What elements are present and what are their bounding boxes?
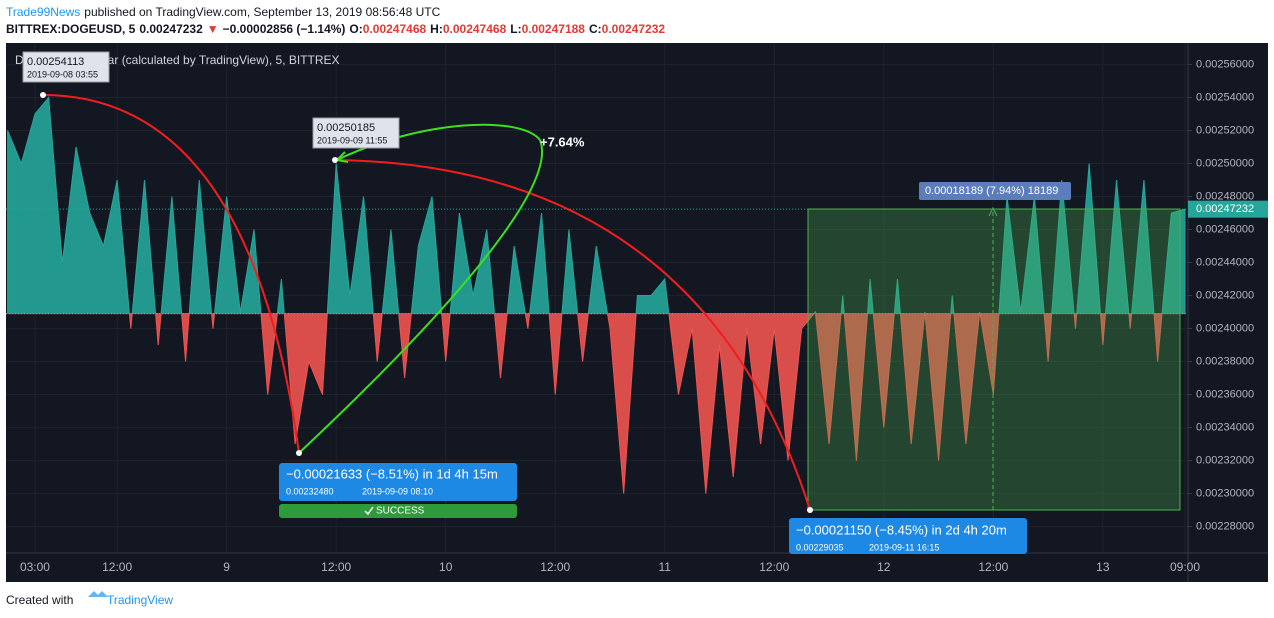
tooltip-time: 2019-09-09 11:55 xyxy=(317,135,387,145)
y-tick-label: 0.00240000 xyxy=(1196,322,1254,334)
x-tick-label: 11 xyxy=(659,560,672,574)
x-tick-label: 12:00 xyxy=(102,560,132,574)
footer-text: Created with xyxy=(6,593,73,607)
x-tick-label: 12:00 xyxy=(540,560,570,574)
gain-label: +7.64% xyxy=(540,134,585,149)
drop-arc xyxy=(42,94,300,454)
y-tick-label: 0.00250000 xyxy=(1196,157,1254,169)
x-tick-label: 12:00 xyxy=(321,560,351,574)
range-label: 0.00018189 (7.94%) 18189 xyxy=(925,185,1058,197)
low: 0.00247188 xyxy=(521,22,585,36)
published: published on TradingView.com, September … xyxy=(84,5,441,19)
y-tick-label: 0.00234000 xyxy=(1196,421,1254,433)
tooltip-price: 0.00250185 xyxy=(317,122,375,134)
area-down xyxy=(7,313,1186,494)
y-tick-label: 0.00244000 xyxy=(1196,256,1254,268)
change: −0.00002856 (−1.14%) xyxy=(222,22,346,36)
range-arrow-head xyxy=(988,206,998,217)
high: 0.00247468 xyxy=(442,22,507,36)
measure-text: −0.00021633 (−8.51%) in 1d 4h 15m xyxy=(286,466,498,481)
header-line: Trade99News published on TradingView.com,… xyxy=(6,5,444,19)
x-tick-label: 12 xyxy=(877,560,891,574)
close-label: C: xyxy=(588,22,602,36)
low-label: L: xyxy=(510,22,522,36)
open-label: O: xyxy=(349,22,363,36)
tooltip xyxy=(312,117,400,149)
y-tick-label: 0.00252000 xyxy=(1196,124,1254,136)
x-tick-label: 12:00 xyxy=(978,560,1008,574)
x-tick-label: 03:00 xyxy=(20,560,50,574)
tooltip-time: 2019-09-08 03:55 xyxy=(27,69,98,79)
high-label: H: xyxy=(430,22,443,36)
symbol-line: BITTREX:DOGEUSD, 5 0.00247232 ▼ −0.00002856… xyxy=(6,22,669,36)
y-tick-label: 0.00236000 xyxy=(1196,388,1254,400)
x-tick-label: 9 xyxy=(223,560,230,574)
y-tick-label: 0.00230000 xyxy=(1196,487,1254,499)
arrow: ▼ xyxy=(206,22,219,36)
symbol: BITTREX:DOGEUSD, 5 xyxy=(6,22,136,36)
x-tick-label: 10 xyxy=(439,560,453,574)
point xyxy=(332,157,338,163)
point xyxy=(40,92,46,98)
measure-box xyxy=(279,463,517,501)
y-tick-label: 0.00256000 xyxy=(1196,58,1254,70)
y-tick-label: 0.00232000 xyxy=(1196,454,1254,466)
open: 0.00247468 xyxy=(362,22,427,36)
measure-text: −0.00021150 (−8.45%) in 2d 4h 20m xyxy=(796,522,1007,537)
tooltip-price: 0.00254113 xyxy=(27,56,84,68)
measure-price: 0.00229035 xyxy=(796,542,844,552)
price: 0.00247232 xyxy=(139,22,203,36)
measure-price: 0.00232480 xyxy=(286,486,334,496)
status-text: SUCCESS xyxy=(376,506,425,517)
y-tick-label: 0.00246000 xyxy=(1196,223,1254,235)
measure-box xyxy=(789,518,1027,554)
y-tick-label: 0.00238000 xyxy=(1196,355,1254,367)
last-price-label: 0.00247232 xyxy=(1196,203,1254,215)
y-tick-label: 0.00242000 xyxy=(1196,289,1254,301)
rise-arc xyxy=(298,123,543,454)
status-bar xyxy=(279,504,517,518)
y-tick-label: 0.00248000 xyxy=(1196,190,1254,202)
y-tick-label: 0.00228000 xyxy=(1196,520,1254,532)
drop-arc xyxy=(334,159,811,511)
range-box xyxy=(807,208,1181,511)
close: 0.00247232 xyxy=(601,22,666,36)
y-tick-label: 0.00254000 xyxy=(1196,91,1254,103)
x-tick-label: 09:00 xyxy=(1170,560,1200,574)
markers xyxy=(40,92,813,513)
check-icon xyxy=(364,506,374,516)
x-tick-label: 12:00 xyxy=(759,560,789,574)
publisher[interactable]: Trade99News xyxy=(6,5,81,19)
footer-brand[interactable]: TradingView xyxy=(107,593,173,607)
area-up xyxy=(7,96,1186,314)
measure-time: 2019-09-11 16:15 xyxy=(869,542,939,552)
range-label-box xyxy=(919,182,1071,200)
point xyxy=(296,450,302,456)
last-price-box xyxy=(1188,200,1268,218)
x-tick-label: 13 xyxy=(1096,560,1110,574)
tooltip xyxy=(22,51,110,83)
logo xyxy=(88,591,108,597)
point xyxy=(807,507,813,513)
measure-time: 2019-09-09 08:10 xyxy=(362,486,433,496)
